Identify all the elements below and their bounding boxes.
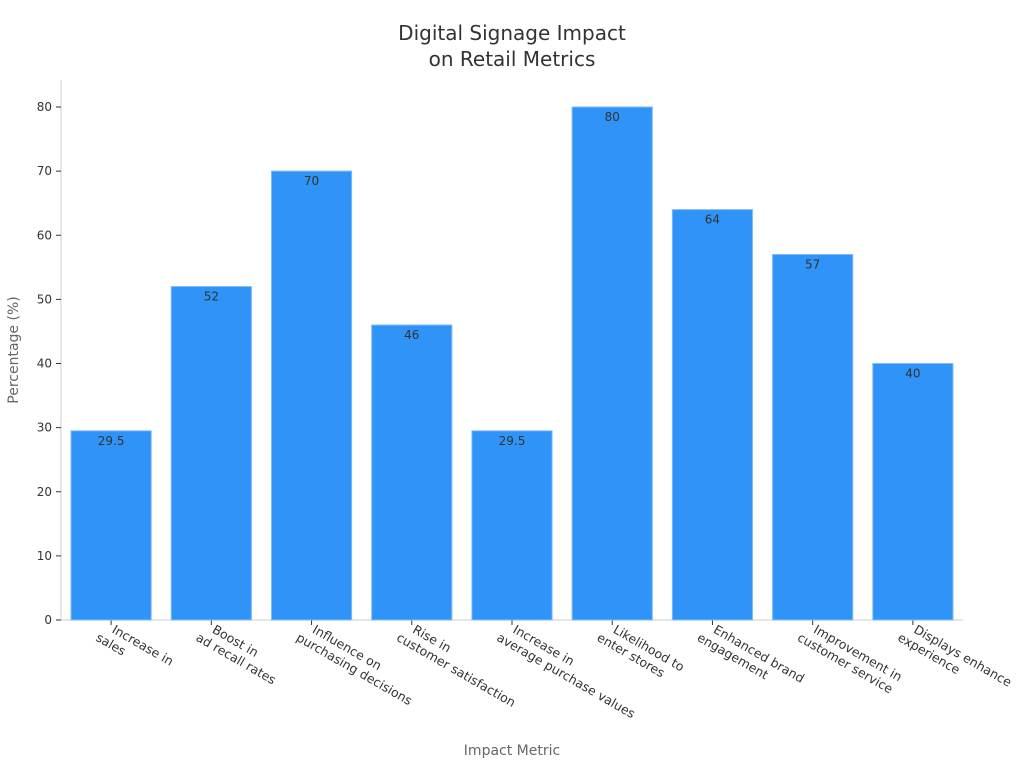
bar [872,363,954,621]
x-tick-label: Increase insales [93,617,176,682]
x-tick-label-text: Boost inad recall rates [194,617,286,688]
bar [772,253,854,621]
bar-value-label: 80 [605,110,620,124]
x-tick-label-text: Likelihood toenter stores [595,617,688,688]
y-axis-title: Percentage (%) [6,296,22,403]
x-tick-label-text: Increase insales [93,617,176,682]
bar [671,209,754,621]
bars [70,106,954,621]
chart-title-line: on Retail Metrics [429,47,596,71]
bar-value-label: 52 [204,290,219,304]
x-tick-label: Boost inad recall rates [194,617,286,688]
x-tick-label-text: Enhanced brandengagement [695,617,807,699]
y-tick-label: 0 [44,613,52,627]
y-tick-label: 30 [37,421,52,435]
bar [471,430,553,621]
x-tick-label: Displays enhanceexperience [895,617,1014,703]
bar [170,286,252,621]
x-axis [61,619,963,625]
data-labels: 29.5 52 70 46 29.5 80 64 57 40 [98,110,921,448]
y-tick-label: 70 [37,164,52,178]
chart-title-line: Digital Signage Impact [398,21,626,45]
bar [371,324,453,621]
y-tick-label: 40 [37,357,52,371]
bar-value-label: 70 [304,174,319,188]
bar-value-label: 64 [705,213,720,227]
bar [70,430,152,621]
y-tick-label: 50 [37,292,52,306]
x-tick-label: Likelihood toenter stores [595,617,688,688]
x-tick-label: Improvement incustomer service [795,617,905,698]
y-axis: 0 10 20 30 40 50 60 70 80 [37,80,62,627]
y-tick-label: 80 [37,100,52,114]
y-tick-label: 10 [37,549,52,563]
bar-value-label: 29.5 [98,434,125,448]
y-tick-label: 60 [37,228,52,242]
bar [270,170,353,621]
bar-value-label: 57 [805,257,820,271]
bar-value-label: 40 [905,367,920,381]
y-tick-label: 20 [37,485,52,499]
x-axis-title: Impact Metric [464,743,560,759]
bar-value-label: 29.5 [499,434,526,448]
x-tick-label-text: Improvement incustomer service [795,617,905,698]
x-tick-label: Enhanced brandengagement [695,617,807,699]
bar-value-label: 46 [404,328,419,342]
category-labels: Increase insales Boost inad recall rates I… [93,617,1014,722]
bar [571,106,653,621]
x-tick-label-text: Displays enhanceexperience [895,617,1014,703]
